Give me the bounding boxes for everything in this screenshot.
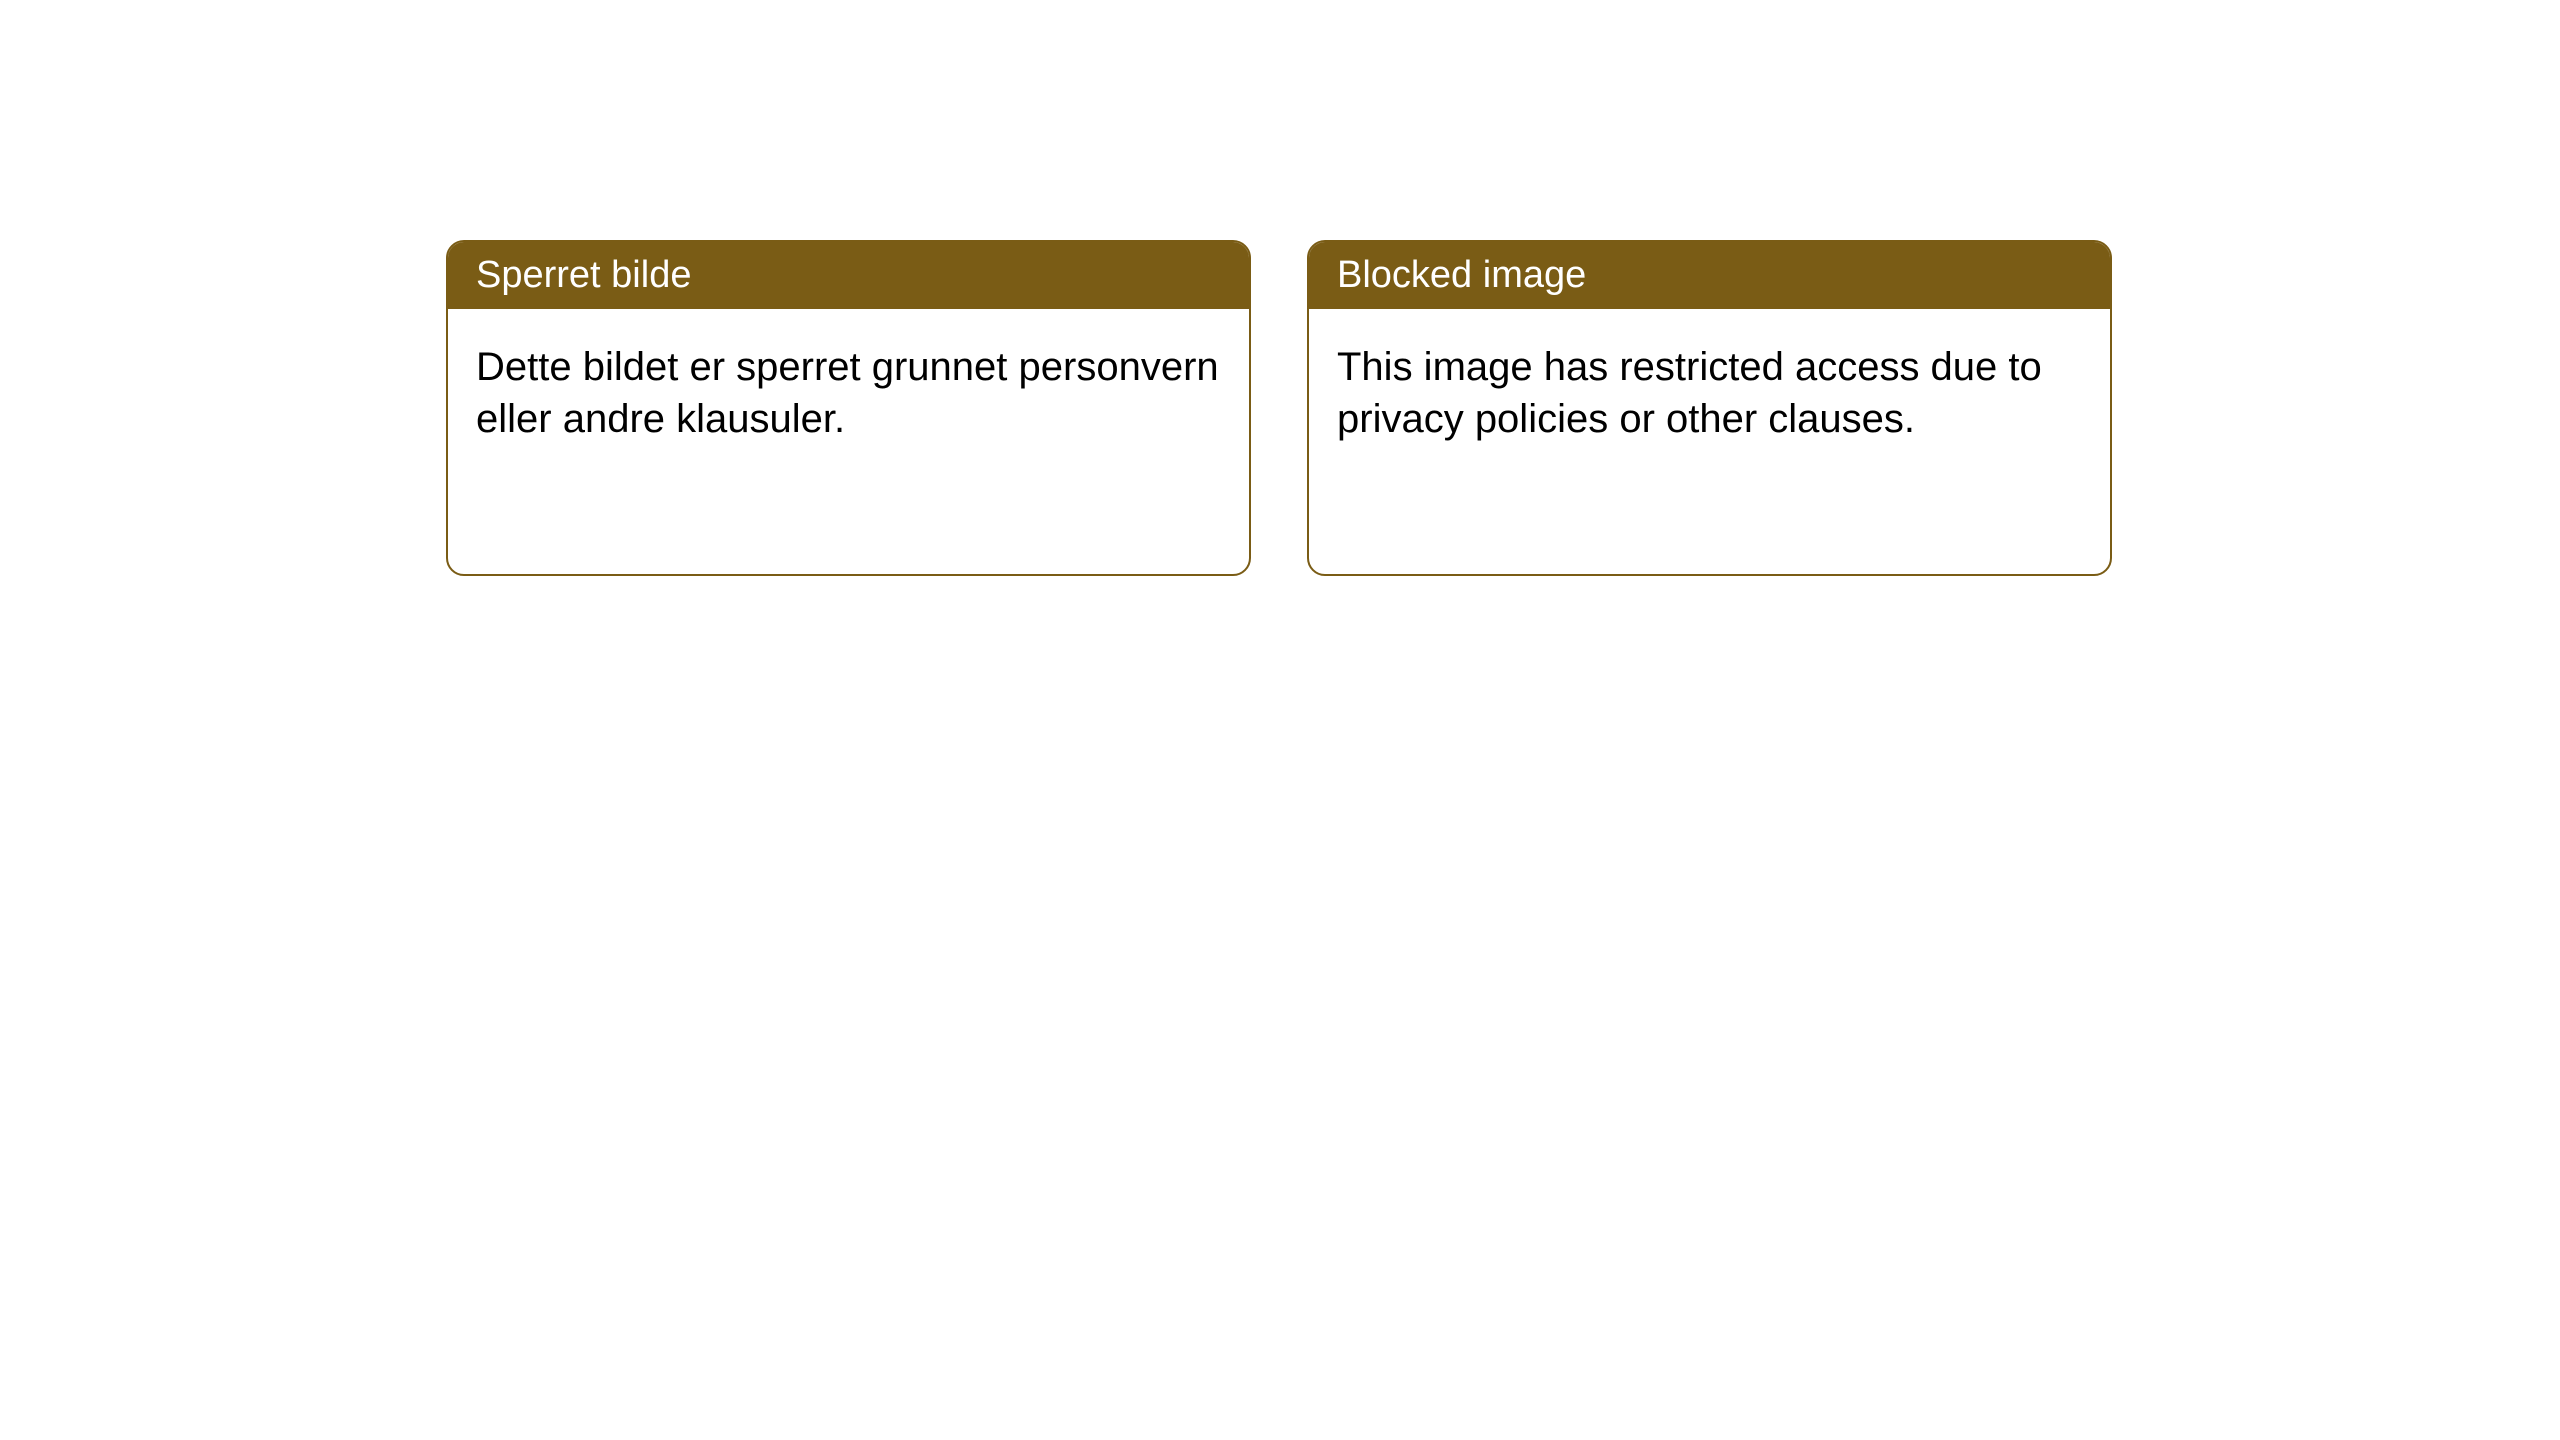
- notice-title: Sperret bilde: [476, 254, 691, 296]
- notice-header: Sperret bilde: [448, 242, 1249, 309]
- notice-container: Sperret bilde Dette bildet er sperret gr…: [0, 0, 2560, 576]
- notice-body: This image has restricted access due to …: [1309, 309, 2110, 477]
- notice-card-english: Blocked image This image has restricted …: [1307, 240, 2112, 576]
- notice-title: Blocked image: [1337, 254, 1586, 296]
- notice-text: Dette bildet er sperret grunnet personve…: [476, 345, 1219, 441]
- notice-header: Blocked image: [1309, 242, 2110, 309]
- notice-card-norwegian: Sperret bilde Dette bildet er sperret gr…: [446, 240, 1251, 576]
- notice-body: Dette bildet er sperret grunnet personve…: [448, 309, 1249, 477]
- notice-text: This image has restricted access due to …: [1337, 345, 2042, 441]
